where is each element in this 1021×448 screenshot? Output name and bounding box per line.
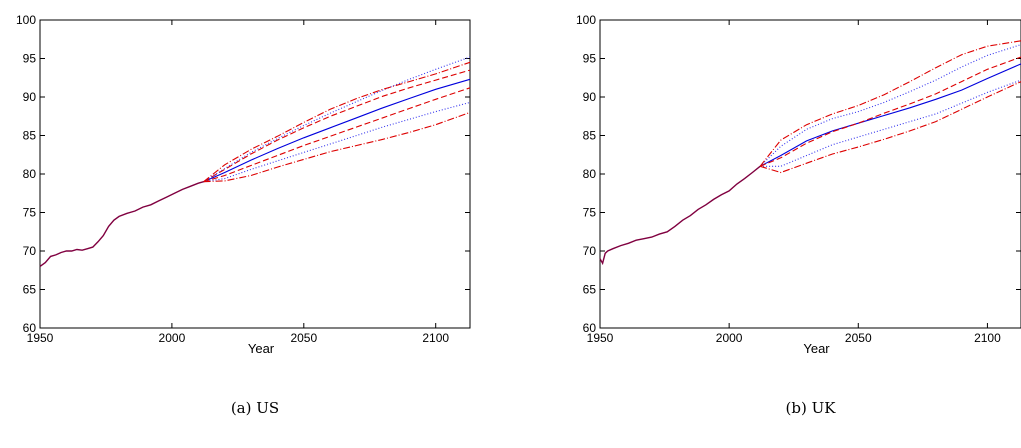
plot-frame <box>599 19 1021 329</box>
forecast-series-line <box>203 69 471 183</box>
forecast-series-line <box>203 61 471 183</box>
y-tick-label: 90 <box>23 90 37 104</box>
y-tick-label: 100 <box>16 13 36 27</box>
x-tick-label: 2050 <box>290 331 317 345</box>
historical-series-line <box>599 165 761 266</box>
forecast-series-line <box>203 56 471 183</box>
forecast-series-line <box>759 44 1021 167</box>
y-tick-label: 65 <box>23 283 37 297</box>
x-tick-label: 1950 <box>27 331 54 345</box>
y-tick-label: 70 <box>583 244 597 258</box>
x-tick-label: 2050 <box>845 331 872 345</box>
y-tick-label: 70 <box>23 244 37 258</box>
y-tick-label: 60 <box>583 321 597 335</box>
forecast-series-line <box>203 87 471 183</box>
panel-caption: (a) US <box>231 399 279 417</box>
panel-us: 1950 2000 2050 2100 60 65 70 75 80 85 90 95 100 Year… <box>16 13 471 417</box>
axis-ticks: 1950 2000 2050 2100 60 65 70 75 80 85 90 95 100 <box>16 13 470 345</box>
x-tick-label: 2000 <box>716 331 743 345</box>
y-tick-label: 95 <box>23 52 37 66</box>
forecast-series-line <box>759 63 1021 167</box>
y-tick-label: 75 <box>583 206 597 220</box>
y-tick-label: 85 <box>583 129 597 143</box>
x-tick-label: 2100 <box>974 331 1001 345</box>
y-tick-label: 80 <box>23 167 37 181</box>
y-tick-label: 100 <box>576 13 596 27</box>
y-tick-label: 85 <box>23 129 37 143</box>
y-tick-label: 90 <box>583 90 597 104</box>
y-tick-label: 95 <box>583 52 597 66</box>
x-axis-label: Year <box>803 341 830 356</box>
panel-uk: 1950 2000 2050 2100 60 65 70 75 80 85 90 95 100 Year… <box>576 13 1021 417</box>
x-axis-label: Year <box>248 341 275 356</box>
x-tick-label: 2000 <box>159 331 186 345</box>
forecast-series-line <box>203 101 471 183</box>
forecast-series-line <box>203 111 471 183</box>
panel-caption: (b) UK <box>786 399 837 417</box>
forecast-series-line <box>759 40 1021 167</box>
axis-ticks: 1950 2000 2050 2100 60 65 70 75 80 85 90 95 100 <box>576 13 1021 345</box>
historical-series-line <box>39 181 204 267</box>
forecast-series-line <box>759 56 1021 167</box>
y-tick-label: 65 <box>583 283 597 297</box>
forecast-series-line <box>203 78 471 183</box>
series-lines <box>39 56 471 267</box>
forecast-series-line <box>759 81 1021 174</box>
y-tick-label: 75 <box>23 206 37 220</box>
y-tick-label: 80 <box>583 167 597 181</box>
forecast-series-line <box>760 79 1021 167</box>
series-lines <box>599 40 1021 266</box>
x-tick-label: 2100 <box>422 331 449 345</box>
y-tick-label: 60 <box>23 321 37 335</box>
x-tick-label: 1950 <box>587 331 614 345</box>
